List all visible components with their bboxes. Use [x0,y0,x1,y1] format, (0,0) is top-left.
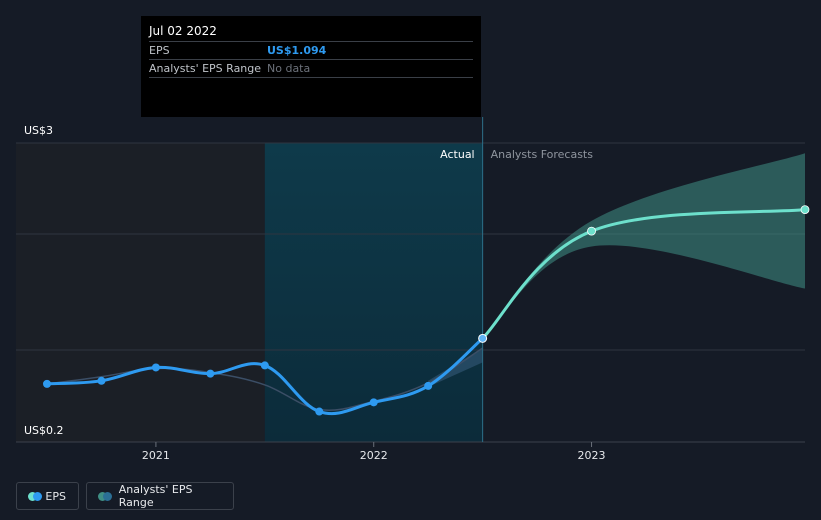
analyst-estimate-line [46,347,484,411]
eps-actual-point[interactable] [369,398,378,407]
tooltip-range-row: Analysts' EPS Range No data [149,59,473,78]
tooltip-eps-row: EPS US$1.094 [149,41,473,59]
forecast-range-band [482,153,805,339]
eps-legend-icon [28,491,42,501]
x-tick-label: 2021 [142,449,170,462]
eps-actual-point[interactable] [260,361,269,370]
actual-label: Actual [440,148,474,161]
tooltip-date: Jul 02 2022 [149,24,217,38]
past-period-shade [16,143,265,442]
eps-actual-point[interactable] [206,369,215,378]
legend-eps-label: EPS [45,489,66,503]
eps-forecast-point[interactable] [587,226,596,236]
forecast-label: Analysts Forecasts [491,148,594,161]
legend-eps-button[interactable]: EPS [16,482,79,510]
x-tick-label: 2023 [578,449,606,462]
eps-actual-point[interactable] [151,363,160,372]
tooltip: Jul 02 2022 EPS US$1.094 Analysts' EPS R… [141,16,481,117]
y-label-top: US$3 [24,124,53,137]
legend-range-button[interactable]: Analysts' EPS Range [86,482,234,510]
tooltip-range-value: No data [267,62,311,75]
eps-actual-point[interactable] [97,376,106,385]
range-legend-icon [98,491,112,501]
eps-actual-point[interactable] [315,407,324,416]
tooltip-range-label: Analysts' EPS Range [149,62,262,75]
eps-actual-point[interactable] [43,379,51,388]
eps-actual-point[interactable] [424,381,433,390]
eps-forecast-point[interactable] [800,205,810,215]
eps-actual-point[interactable] [478,333,488,343]
tooltip-eps-value: US$1.094 [267,44,327,57]
tooltip-eps-label: EPS [149,44,170,57]
highlight-band [264,143,483,442]
x-tick-label: 2022 [360,449,388,462]
legend-range-label: Analysts' EPS Range [118,483,193,509]
y-label-bottom: US$0.2 [24,424,64,437]
